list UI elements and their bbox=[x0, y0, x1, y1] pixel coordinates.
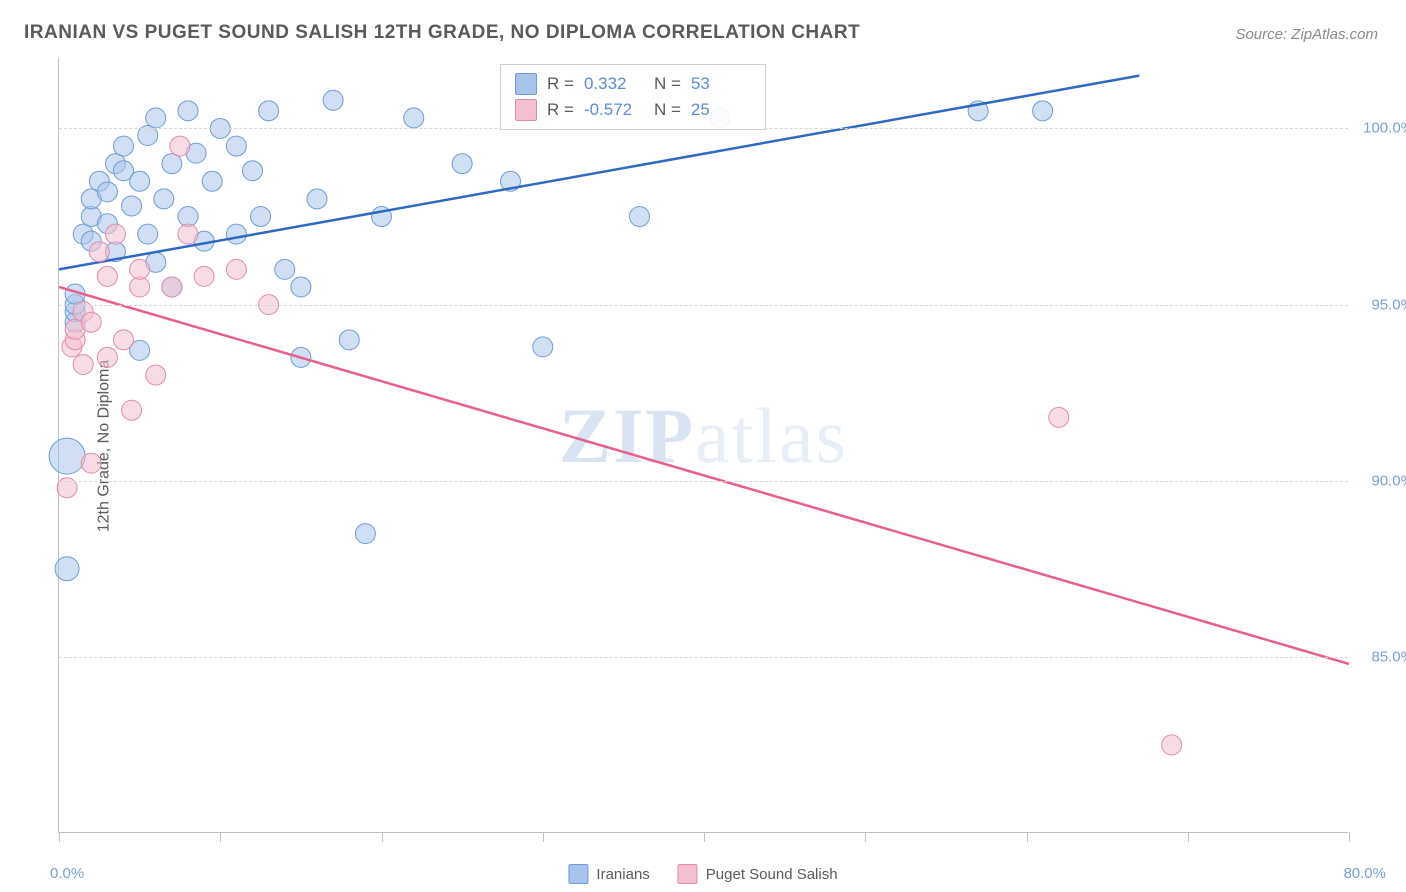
scatter-point bbox=[97, 266, 117, 286]
scatter-point bbox=[243, 161, 263, 181]
scatter-point bbox=[323, 90, 343, 110]
scatter-point bbox=[291, 277, 311, 297]
scatter-point bbox=[114, 330, 134, 350]
scatter-point bbox=[114, 136, 134, 156]
stats-swatch bbox=[515, 73, 537, 95]
scatter-point bbox=[452, 154, 472, 174]
stats-r-value: -0.572 bbox=[584, 100, 644, 120]
legend-item: Iranians bbox=[568, 864, 649, 884]
stats-n-label: N = bbox=[654, 100, 681, 120]
scatter-point bbox=[146, 108, 166, 128]
legend-swatch bbox=[568, 864, 588, 884]
scatter-point bbox=[73, 354, 93, 374]
scatter-point bbox=[630, 207, 650, 227]
source-label: Source: ZipAtlas.com bbox=[1235, 26, 1378, 43]
x-tick bbox=[865, 832, 866, 842]
scatter-point bbox=[97, 347, 117, 367]
x-tick bbox=[382, 832, 383, 842]
scatter-point bbox=[202, 171, 222, 191]
legend-label: Puget Sound Salish bbox=[706, 866, 838, 883]
scatter-point bbox=[49, 438, 85, 474]
scatter-point bbox=[307, 189, 327, 209]
x-tick bbox=[543, 832, 544, 842]
y-tick-label: 85.0% bbox=[1371, 648, 1406, 665]
scatter-point bbox=[178, 224, 198, 244]
stats-n-value: 53 bbox=[691, 74, 751, 94]
x-tick bbox=[1188, 832, 1189, 842]
scatter-point bbox=[533, 337, 553, 357]
x-tick bbox=[59, 832, 60, 842]
scatter-point bbox=[251, 207, 271, 227]
x-tick bbox=[220, 832, 221, 842]
gridline bbox=[59, 481, 1348, 482]
stats-n-label: N = bbox=[654, 74, 681, 94]
legend-item: Puget Sound Salish bbox=[678, 864, 838, 884]
scatter-point bbox=[130, 171, 150, 191]
scatter-point bbox=[81, 453, 101, 473]
chart-svg bbox=[59, 58, 1348, 832]
trend-line bbox=[59, 287, 1349, 664]
scatter-point bbox=[178, 207, 198, 227]
scatter-point bbox=[130, 277, 150, 297]
scatter-point bbox=[226, 224, 246, 244]
scatter-point bbox=[226, 259, 246, 279]
scatter-point bbox=[170, 136, 190, 156]
x-axis-label-min: 0.0% bbox=[50, 865, 84, 882]
chart-title: IRANIAN VS PUGET SOUND SALISH 12TH GRADE… bbox=[24, 22, 860, 44]
scatter-point bbox=[138, 224, 158, 244]
plot-area: ZIPatlas 85.0%90.0%95.0%100.0% bbox=[58, 58, 1348, 833]
scatter-point bbox=[194, 266, 214, 286]
scatter-point bbox=[1033, 101, 1053, 121]
stats-n-value: 25 bbox=[691, 100, 751, 120]
scatter-point bbox=[55, 557, 79, 581]
stats-r-label: R = bbox=[547, 100, 574, 120]
stats-swatch bbox=[515, 99, 537, 121]
scatter-point bbox=[339, 330, 359, 350]
x-tick bbox=[1349, 832, 1350, 842]
scatter-point bbox=[130, 259, 150, 279]
stats-box: R = 0.332 N = 53 R = -0.572 N = 25 bbox=[500, 64, 766, 130]
y-tick-label: 95.0% bbox=[1371, 296, 1406, 313]
scatter-point bbox=[259, 101, 279, 121]
gridline bbox=[59, 305, 1348, 306]
stats-r-value: 0.332 bbox=[584, 74, 644, 94]
scatter-point bbox=[178, 101, 198, 121]
scatter-point bbox=[97, 182, 117, 202]
y-tick-label: 100.0% bbox=[1363, 120, 1406, 137]
scatter-point bbox=[355, 524, 375, 544]
scatter-point bbox=[1162, 735, 1182, 755]
scatter-point bbox=[404, 108, 424, 128]
scatter-point bbox=[81, 312, 101, 332]
scatter-point bbox=[1049, 407, 1069, 427]
scatter-point bbox=[154, 189, 174, 209]
legend-label: Iranians bbox=[596, 866, 649, 883]
x-tick bbox=[1027, 832, 1028, 842]
scatter-point bbox=[226, 136, 246, 156]
scatter-point bbox=[162, 154, 182, 174]
legend-swatch bbox=[678, 864, 698, 884]
scatter-point bbox=[105, 224, 125, 244]
stats-row: R = 0.332 N = 53 bbox=[515, 71, 751, 97]
gridline bbox=[59, 657, 1348, 658]
x-tick bbox=[704, 832, 705, 842]
scatter-point bbox=[162, 277, 182, 297]
x-axis-label-max: 80.0% bbox=[1343, 865, 1386, 882]
y-tick-label: 90.0% bbox=[1371, 472, 1406, 489]
scatter-point bbox=[146, 365, 166, 385]
bottom-legend: Iranians Puget Sound Salish bbox=[568, 864, 837, 884]
scatter-point bbox=[89, 242, 109, 262]
scatter-point bbox=[122, 196, 142, 216]
scatter-point bbox=[275, 259, 295, 279]
stats-row: R = -0.572 N = 25 bbox=[515, 97, 751, 123]
stats-r-label: R = bbox=[547, 74, 574, 94]
scatter-point bbox=[122, 400, 142, 420]
